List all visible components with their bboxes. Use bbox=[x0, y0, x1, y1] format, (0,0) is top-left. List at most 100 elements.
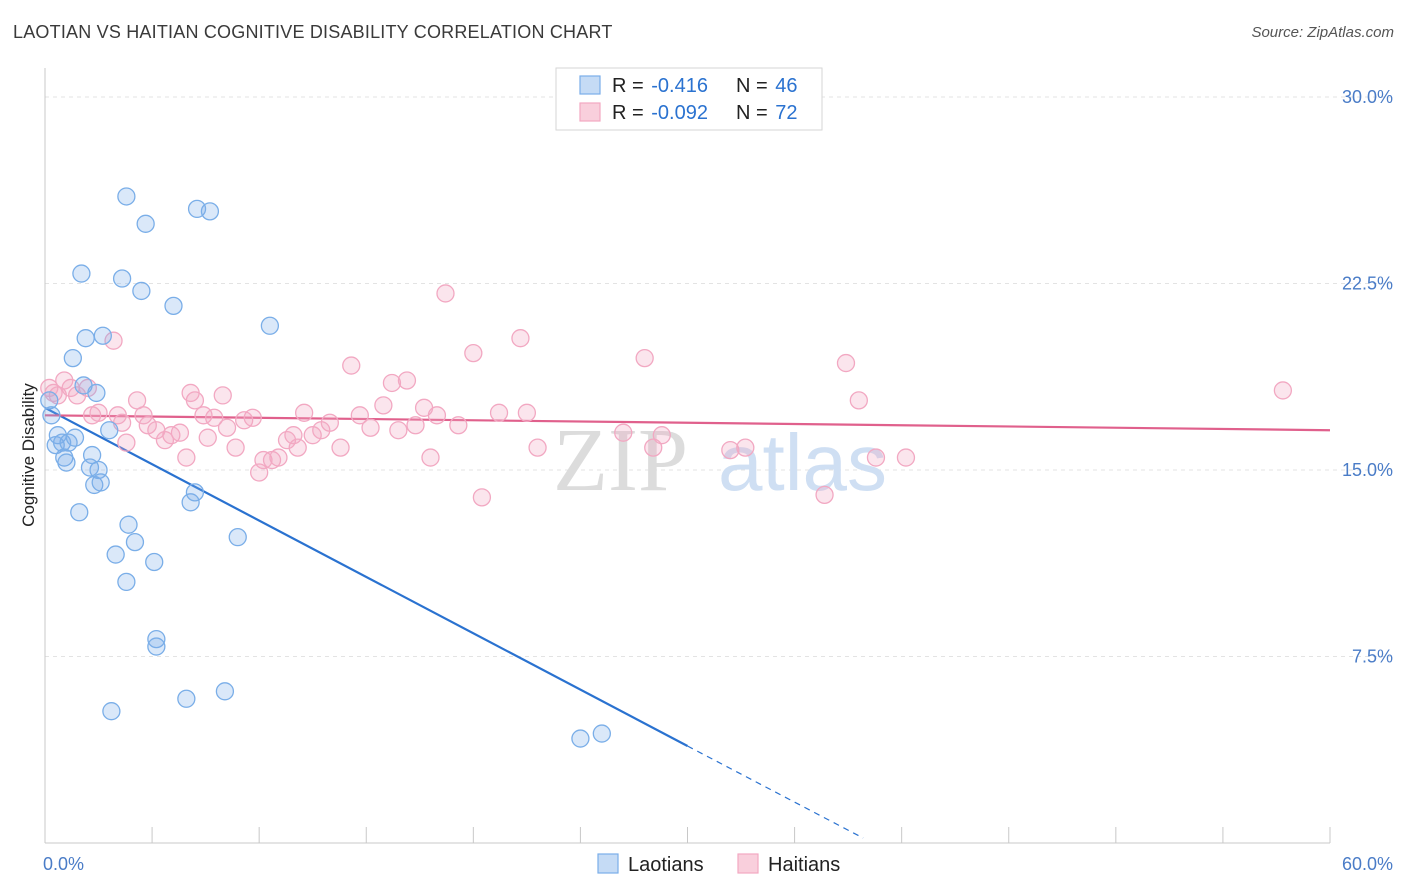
haitian-point bbox=[303, 426, 322, 445]
haitian-point bbox=[213, 386, 232, 405]
haitian-point bbox=[652, 426, 671, 445]
haitian-point bbox=[489, 403, 509, 422]
laotian-point bbox=[185, 483, 205, 502]
haitian-point bbox=[177, 448, 196, 467]
haitian-point bbox=[134, 406, 153, 425]
stats-n-value-2: 72 bbox=[775, 102, 797, 124]
laotian-point bbox=[100, 421, 119, 440]
y-tick-label: 15.0% bbox=[1342, 460, 1393, 480]
y-tick-label: 7.5% bbox=[1352, 647, 1393, 667]
series-legend: Laotians Haitians bbox=[597, 853, 840, 876]
trend-lines bbox=[44, 406, 1331, 839]
stats-swatch-laotians bbox=[579, 75, 601, 95]
haitian-point bbox=[397, 371, 417, 390]
legend-swatch-laotians bbox=[597, 853, 619, 874]
haitian-point bbox=[427, 406, 447, 425]
haitian-point bbox=[517, 403, 537, 422]
svg-text:R = -0.092: R = -0.092 bbox=[612, 102, 708, 124]
haitian-point bbox=[896, 448, 916, 467]
stats-n-label-1: N = bbox=[736, 75, 773, 97]
haitian-point bbox=[528, 438, 547, 457]
laotian-point bbox=[571, 729, 590, 748]
laotian-point bbox=[132, 281, 151, 301]
haitian-point bbox=[464, 343, 483, 363]
laotian-point bbox=[117, 572, 136, 592]
x-tick-label-min: 0.0% bbox=[43, 854, 84, 874]
chart-title: LAOTIAN VS HAITIAN COGNITIVE DISABILITY … bbox=[13, 22, 613, 42]
stats-n-label-2: N = bbox=[736, 102, 773, 124]
haitian-point bbox=[226, 438, 245, 457]
laotian-point bbox=[125, 532, 145, 552]
haitian-point bbox=[815, 485, 834, 505]
laotian-point bbox=[57, 453, 76, 472]
stats-swatch-haitians bbox=[579, 102, 601, 122]
laotian-point bbox=[147, 637, 166, 656]
haitian-point bbox=[217, 418, 237, 437]
haitian-point bbox=[1273, 381, 1293, 400]
laotian-trend-line bbox=[44, 406, 689, 747]
laotian-point bbox=[102, 702, 121, 721]
haitian-point bbox=[361, 418, 380, 437]
laotian-point bbox=[228, 527, 247, 547]
stats-r-label-1: R = bbox=[612, 75, 649, 97]
axes bbox=[44, 68, 1331, 844]
laotian-point bbox=[42, 406, 61, 425]
haitian-point bbox=[170, 423, 190, 442]
stats-r-value-2: -0.092 bbox=[651, 102, 708, 124]
laotian-point bbox=[70, 503, 89, 522]
laotian-point bbox=[592, 724, 611, 743]
data-points bbox=[40, 187, 1293, 748]
svg-text:N = 72: N = 72 bbox=[736, 102, 798, 124]
haitian-point bbox=[138, 416, 157, 435]
grid-lines bbox=[45, 96, 1392, 657]
stats-legend: R = -0.416 N = 46 R = -0.092 N = 72 bbox=[555, 67, 823, 131]
y-tick-label: 30.0% bbox=[1342, 87, 1393, 107]
laotian-point bbox=[65, 428, 85, 447]
stats-r-value-1: -0.416 bbox=[651, 75, 708, 97]
haitian-point bbox=[382, 373, 402, 393]
laotian-point bbox=[106, 545, 125, 564]
laotian-trend-extension bbox=[687, 745, 864, 839]
watermark: ZIP atlas bbox=[553, 411, 887, 510]
haitian-point bbox=[866, 448, 886, 467]
legend-label-laotians: Laotians bbox=[628, 854, 704, 876]
laotian-point bbox=[91, 473, 110, 492]
haitian-point bbox=[342, 356, 361, 375]
haitian-point bbox=[205, 408, 224, 427]
haitian-point bbox=[635, 348, 654, 368]
haitian-point bbox=[185, 391, 205, 410]
laotian-point bbox=[112, 269, 132, 288]
haitian-point bbox=[350, 406, 369, 425]
laotian-point bbox=[117, 187, 136, 206]
haitian-point bbox=[294, 403, 314, 422]
haitian-point bbox=[89, 403, 108, 422]
haitian-point bbox=[721, 440, 740, 460]
haitian-point bbox=[614, 423, 633, 442]
haitian-point bbox=[736, 438, 755, 457]
haitian-point bbox=[511, 329, 530, 348]
haitian-point bbox=[436, 284, 455, 303]
laotian-point bbox=[200, 202, 220, 221]
stats-r-label-2: R = bbox=[612, 102, 649, 124]
haitian-trend-line bbox=[44, 414, 1331, 432]
laotian-point bbox=[215, 682, 235, 701]
legend-swatch-haitians bbox=[737, 853, 759, 874]
haitian-point bbox=[55, 371, 74, 390]
svg-text:N = 46: N = 46 bbox=[736, 75, 798, 97]
haitian-point bbox=[389, 421, 408, 440]
haitian-point bbox=[406, 416, 425, 435]
laotian-point bbox=[93, 326, 112, 345]
laotian-point bbox=[147, 629, 166, 649]
x-tick-label-max: 60.0% bbox=[1342, 854, 1393, 874]
laotian-point bbox=[87, 383, 106, 403]
laotian-point bbox=[72, 264, 91, 283]
y-axis-title: Cognitive Disability bbox=[19, 383, 38, 527]
haitian-point bbox=[198, 428, 217, 447]
haitian-point bbox=[117, 433, 136, 452]
watermark-atlas: atlas bbox=[718, 418, 887, 507]
y-tick-label: 22.5% bbox=[1342, 274, 1393, 294]
svg-text:R = -0.416: R = -0.416 bbox=[612, 75, 708, 97]
haitian-point bbox=[67, 386, 87, 405]
tick-labels: 7.5% 15.0% 22.5% 30.0% 0.0% 60.0% bbox=[43, 87, 1393, 874]
